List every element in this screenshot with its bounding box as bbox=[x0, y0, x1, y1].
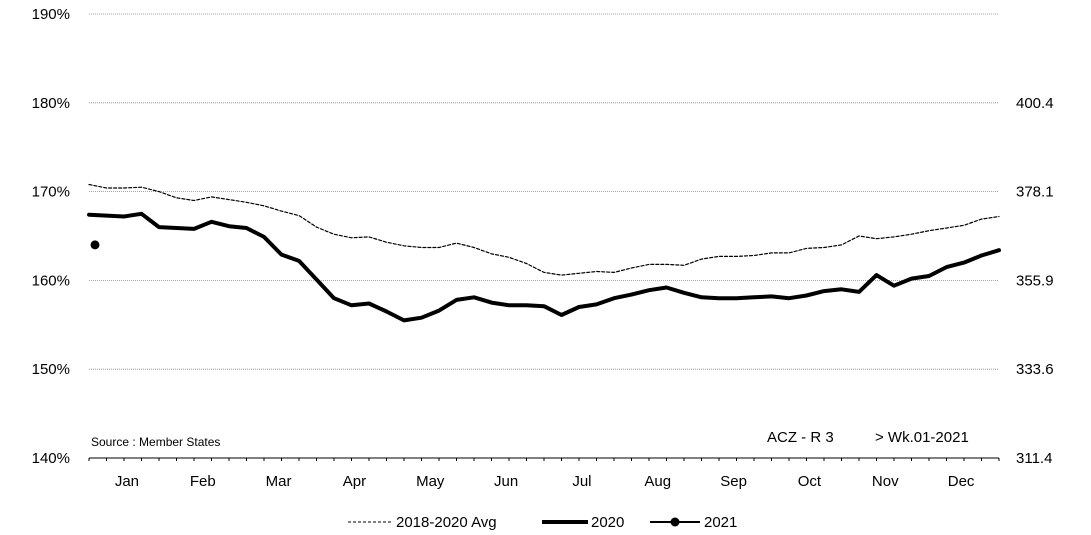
y-left-tick-label: 160% bbox=[32, 272, 70, 289]
x-tick-label: Mar bbox=[266, 473, 292, 490]
x-tick-label: Nov bbox=[872, 473, 899, 490]
y-right-tick-label: 378.1 bbox=[1016, 184, 1054, 201]
right-y-axis: 400.4 378.1 355.9 333.6 311.4 bbox=[1016, 95, 1054, 467]
legend-marker-2021 bbox=[670, 517, 680, 527]
week-label: > Wk.01-2021 bbox=[875, 429, 969, 446]
left-y-axis: 190% 180% 170% 160% 150% 140% bbox=[32, 6, 70, 467]
x-tick-label: Aug bbox=[644, 473, 671, 490]
series-line bbox=[88, 183, 1000, 276]
x-tick-label: May bbox=[416, 473, 445, 490]
y-right-tick-label: 400.4 bbox=[1016, 95, 1054, 112]
x-axis: Jan Feb Mar Apr May Jun Jul Aug Sep Oct Nov Dec bbox=[88, 458, 1000, 490]
y-right-tick-label: 355.9 bbox=[1016, 272, 1054, 289]
x-tick-label: Apr bbox=[343, 473, 366, 490]
x-tick-label: Sep bbox=[720, 473, 747, 490]
y-left-tick-label: 140% bbox=[32, 450, 70, 467]
y-right-tick-label: 333.6 bbox=[1016, 361, 1054, 378]
y-left-tick-label: 170% bbox=[32, 184, 70, 201]
x-tick-label: Jun bbox=[494, 473, 518, 490]
legend-label-2020: 2020 bbox=[591, 514, 624, 531]
x-tick-label: Oct bbox=[798, 473, 822, 490]
y-left-tick-label: 190% bbox=[32, 6, 70, 23]
series-layer bbox=[87, 183, 1001, 323]
y-left-tick-label: 180% bbox=[32, 95, 70, 112]
series-point bbox=[90, 240, 100, 250]
x-tick-label: Feb bbox=[190, 473, 216, 490]
source-note: Source : Member States bbox=[91, 435, 220, 449]
series-line bbox=[87, 211, 1001, 323]
y-right-tick-label: 311.4 bbox=[1016, 450, 1052, 467]
x-tick-label: Jul bbox=[572, 473, 591, 490]
legend-label-avg: 2018-2020 Avg bbox=[396, 514, 497, 531]
x-tick-label: Jan bbox=[115, 473, 139, 490]
legend-label-2021: 2021 bbox=[704, 514, 737, 531]
y-left-tick-label: 150% bbox=[32, 361, 70, 378]
legend: 2018-2020 Avg 2020 2021 bbox=[348, 514, 737, 531]
chart-code-label: ACZ - R 3 bbox=[767, 429, 834, 446]
x-tick-label: Dec bbox=[948, 473, 975, 490]
